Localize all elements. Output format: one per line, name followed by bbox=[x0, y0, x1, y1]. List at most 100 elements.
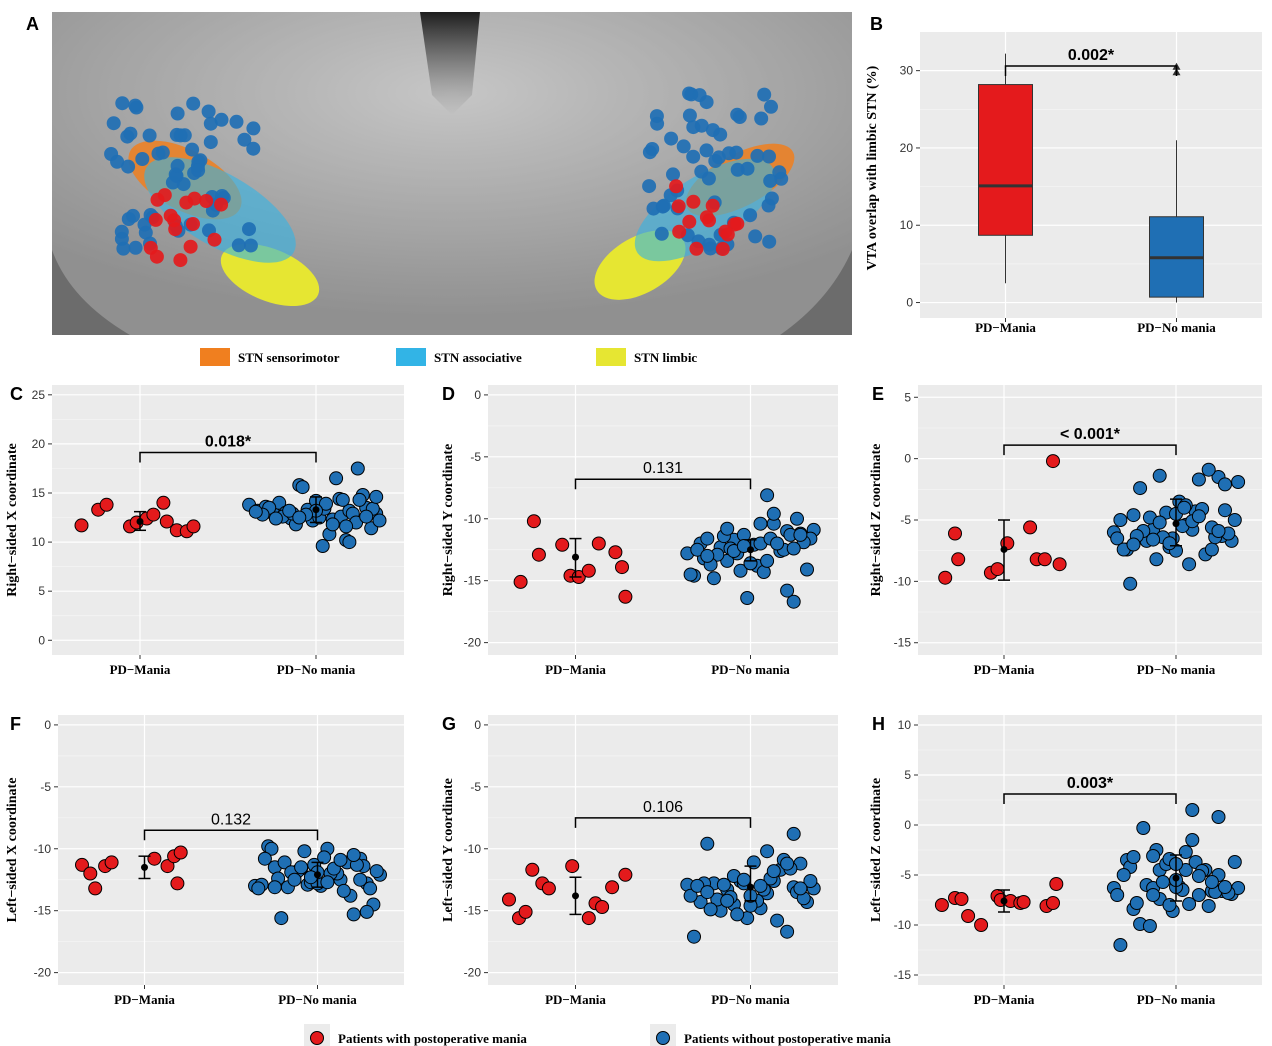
data-point-mania bbox=[1037, 552, 1052, 567]
data-point-no-mania bbox=[760, 553, 775, 568]
data-point-mania bbox=[186, 519, 201, 534]
y-tick-label: -10 bbox=[34, 842, 52, 856]
left-blue-contact bbox=[191, 163, 206, 178]
y-tick-label: 0 bbox=[44, 718, 51, 732]
corner-shadow-left bbox=[52, 250, 130, 335]
right-red-contact bbox=[730, 216, 745, 231]
data-point-no-mania bbox=[1113, 513, 1128, 527]
data-point-no-mania bbox=[1129, 896, 1144, 910]
data-point-no-mania bbox=[1146, 532, 1161, 547]
data-point-no-mania bbox=[268, 511, 283, 526]
panel-label: C bbox=[10, 384, 23, 404]
p-value-label: < 0.001* bbox=[1060, 426, 1121, 443]
data-point-no-mania bbox=[693, 895, 708, 909]
right-red-contact bbox=[689, 241, 704, 256]
data-point-no-mania bbox=[1110, 531, 1125, 546]
plot-background bbox=[58, 715, 404, 985]
data-point-mania bbox=[954, 892, 969, 906]
data-point-no-mania bbox=[315, 539, 330, 553]
left-blue-contact bbox=[170, 106, 185, 121]
data-point-no-mania bbox=[1211, 524, 1226, 538]
left-blue-contact bbox=[214, 112, 229, 127]
left-blue-contact bbox=[128, 240, 143, 255]
data-point-no-mania bbox=[1218, 477, 1232, 492]
left-red-contact bbox=[207, 232, 222, 247]
data-point-no-mania bbox=[248, 504, 263, 519]
mean-point bbox=[1000, 897, 1008, 905]
data-point-no-mania bbox=[1162, 536, 1177, 551]
y-tick-label: 10 bbox=[898, 718, 912, 732]
data-point-mania bbox=[618, 589, 633, 604]
data-point-no-mania bbox=[1177, 500, 1192, 515]
left-blue-contact bbox=[242, 222, 256, 237]
y-tick-label: -10 bbox=[894, 918, 912, 932]
left-red-contact bbox=[173, 253, 188, 268]
stn-right-associative bbox=[634, 158, 776, 262]
x-category-label: PD−No mania bbox=[711, 992, 790, 1007]
left-red-contact bbox=[148, 212, 163, 227]
chart-panels: B 0 10 20 30 PD−Mania PD−No mania VTA overlap w… bbox=[5, 14, 1262, 1007]
data-point-no-mania bbox=[294, 860, 309, 875]
left-blue-contact bbox=[135, 152, 150, 166]
group-legend: Patients with postoperative mania Patien… bbox=[304, 1024, 891, 1046]
x-category-label: PD−Mania bbox=[545, 662, 606, 677]
significance-bracket bbox=[1004, 65, 1178, 76]
left-blue-contact bbox=[170, 158, 185, 173]
left-red-contact bbox=[214, 197, 229, 212]
panel-b: B 0 10 20 30 PD−Mania PD−No mania VTA overlap w… bbox=[865, 14, 1262, 335]
mean-point bbox=[572, 892, 579, 900]
y-tick-label: -10 bbox=[464, 842, 482, 856]
data-point-no-mania bbox=[1182, 897, 1197, 911]
data-point-no-mania bbox=[760, 488, 775, 503]
data-point-no-mania bbox=[329, 471, 344, 486]
data-point-mania bbox=[974, 918, 989, 932]
data-point-no-mania bbox=[746, 855, 761, 870]
data-point-no-mania bbox=[753, 878, 768, 893]
p-value-label: 0.003* bbox=[1067, 775, 1114, 792]
right-blue-contact bbox=[721, 146, 736, 161]
data-point-no-mania bbox=[753, 516, 768, 531]
panel-d: D 0 -5 -10 -15 -20 PD−Mania PD−No mania Right−si… bbox=[441, 384, 838, 677]
x-category-label: PD−Mania bbox=[974, 992, 1035, 1007]
left-red-contact bbox=[186, 217, 200, 231]
right-blue-contact bbox=[754, 111, 769, 126]
data-point-no-mania bbox=[277, 855, 292, 870]
data-point-no-mania bbox=[267, 880, 282, 895]
right-blue-contact bbox=[654, 226, 669, 241]
y-tick-label: -15 bbox=[464, 574, 482, 588]
data-point-no-mania bbox=[333, 852, 348, 867]
data-point-mania bbox=[541, 881, 556, 896]
left-blue-contact bbox=[173, 128, 188, 143]
right-blue-contact bbox=[676, 139, 691, 154]
significance-bracket bbox=[143, 829, 319, 841]
legend-swatch-sensorimotor bbox=[200, 348, 230, 366]
data-point-mania bbox=[147, 851, 162, 866]
y-tick-label: -15 bbox=[894, 636, 912, 650]
legend-dot-no-mania bbox=[656, 1031, 670, 1045]
x-category-label: PD−No mania bbox=[278, 992, 357, 1007]
panel-label: E bbox=[872, 384, 884, 404]
box-body bbox=[978, 84, 1033, 236]
y-tick-label: 5 bbox=[904, 390, 911, 404]
data-point-no-mania bbox=[803, 874, 818, 888]
data-point-no-mania bbox=[346, 848, 361, 862]
x-category-label: PD−No mania bbox=[1137, 320, 1216, 335]
data-point-no-mania bbox=[700, 548, 715, 563]
data-point-no-mania bbox=[1113, 938, 1128, 952]
left-red-contact bbox=[199, 194, 214, 208]
data-point-no-mania bbox=[317, 850, 332, 865]
right-blue-contact bbox=[761, 198, 776, 213]
data-point-no-mania bbox=[1218, 880, 1232, 894]
data-point-mania bbox=[1046, 896, 1060, 910]
data-point-no-mania bbox=[319, 496, 333, 511]
panel-e: E 5 0 -5 -10 -15 PD−Mania PD−No mania Right−side… bbox=[869, 384, 1262, 677]
significance-bracket bbox=[574, 817, 752, 828]
data-point-no-mania bbox=[1182, 557, 1197, 572]
data-point-mania bbox=[990, 562, 1005, 577]
y-tick-label: -20 bbox=[34, 966, 52, 980]
left-blue-contact bbox=[203, 135, 218, 150]
x-category-label: PD−Mania bbox=[114, 992, 175, 1007]
data-point-no-mania bbox=[1116, 868, 1131, 882]
x-category-label: PD−Mania bbox=[974, 662, 1035, 677]
data-point-no-mania bbox=[352, 492, 367, 507]
